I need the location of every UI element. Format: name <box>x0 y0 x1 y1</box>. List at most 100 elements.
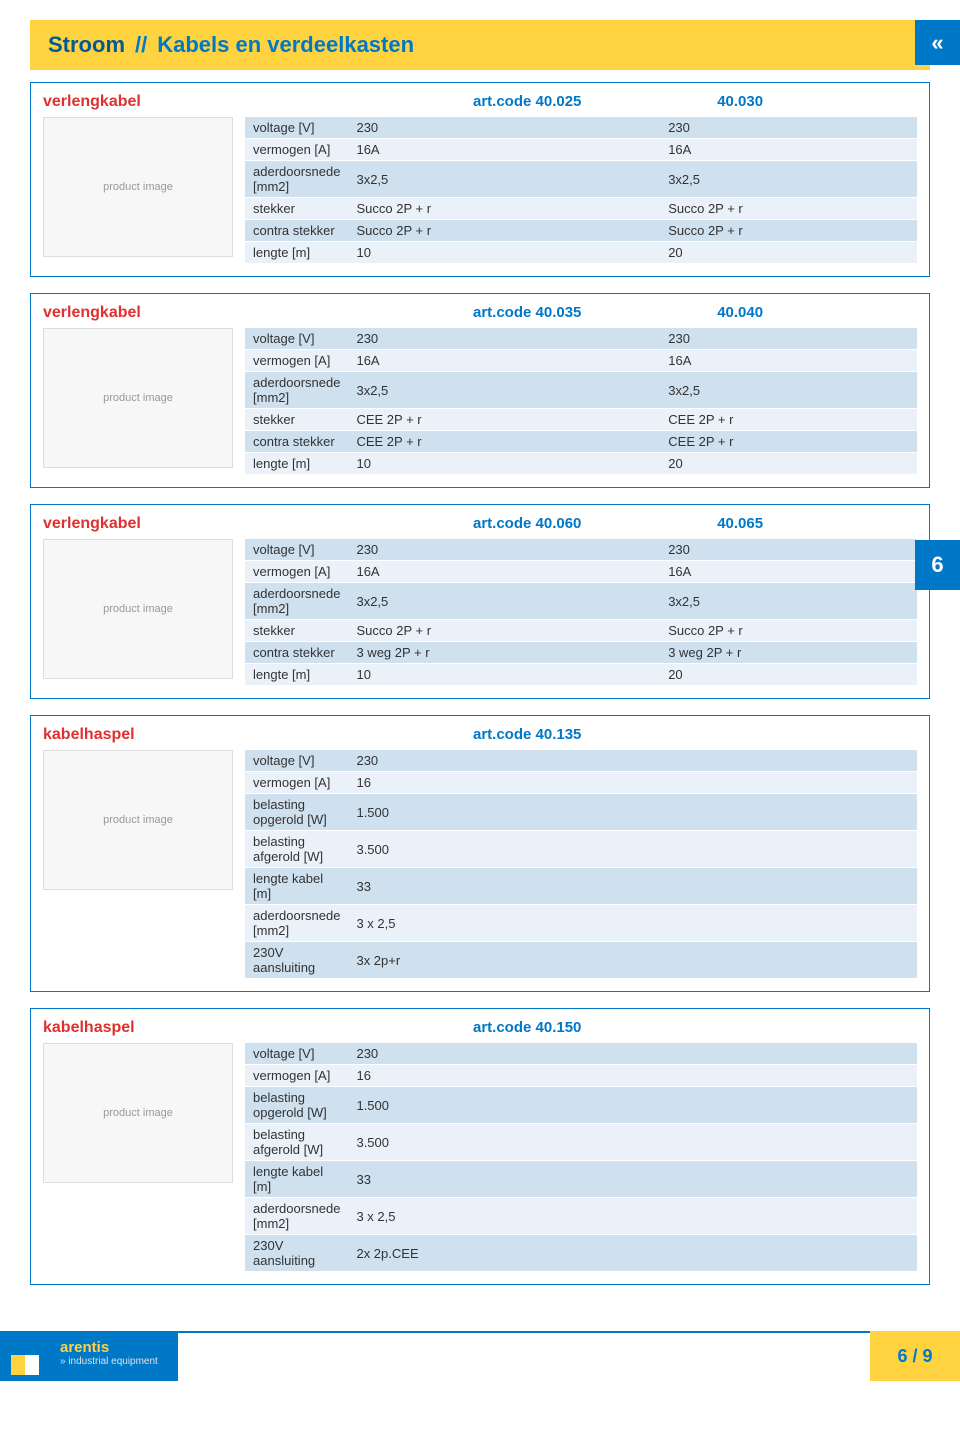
product-code: art.code 40.035 <box>473 304 717 322</box>
table-row: aderdoorsnede [mm2]3x2,53x2,5 <box>245 372 917 409</box>
spec-value: 3x2,5 <box>660 583 917 620</box>
spec-value: 2x 2p.CEE <box>348 1235 917 1272</box>
spec-value: 16A <box>348 139 660 161</box>
table-row: stekkerSucco 2P + rSucco 2P + r <box>245 198 917 220</box>
spec-value: 3 weg 2P + r <box>660 642 917 664</box>
table-row: belasting opgerold [W]1.500 <box>245 794 917 831</box>
table-row: stekkerCEE 2P + rCEE 2P + r <box>245 409 917 431</box>
spec-value: 16 <box>348 772 917 794</box>
spec-value: 16A <box>348 561 660 583</box>
product-title: kabelhaspel <box>43 1019 473 1037</box>
table-row: lengte kabel [m]33 <box>245 868 917 905</box>
spec-label: voltage [V] <box>245 117 348 139</box>
spec-label: vermogen [A] <box>245 1065 348 1087</box>
table-row: vermogen [A]16A16A <box>245 350 917 372</box>
back-nav-icon[interactable]: « <box>915 20 960 65</box>
table-row: vermogen [A]16A16A <box>245 561 917 583</box>
spec-value: Succo 2P + r <box>660 198 917 220</box>
product-code: art.code 40.135 <box>473 726 917 744</box>
table-row: lengte [m]1020 <box>245 453 917 475</box>
spec-value: 20 <box>660 664 917 686</box>
product-title: verlengkabel <box>43 515 473 533</box>
chapter-tab[interactable]: 6 <box>915 540 960 590</box>
spec-value: 230 <box>348 539 660 561</box>
spec-value: Succo 2P + r <box>348 620 660 642</box>
spec-value: 3x2,5 <box>348 161 660 198</box>
header-category: Stroom <box>48 32 125 58</box>
table-row: lengte [m]1020 <box>245 242 917 264</box>
spec-value: 3x2,5 <box>348 583 660 620</box>
spec-value: 3x2,5 <box>348 372 660 409</box>
spec-label: belasting afgerold [W] <box>245 831 348 868</box>
spec-value: 10 <box>348 453 660 475</box>
spec-value: CEE 2P + r <box>660 409 917 431</box>
spec-value: 16A <box>348 350 660 372</box>
product-card: kabelhaspelart.code 40.135product imagev… <box>30 715 930 992</box>
spec-value: 230 <box>660 117 917 139</box>
page-header: Stroom // Kabels en verdeelkasten <box>30 20 930 70</box>
table-row: 230V aansluiting3x 2p+r <box>245 942 917 979</box>
product-code: art.code 40.025 <box>473 93 717 111</box>
spec-value: 230 <box>348 328 660 350</box>
spec-value: 33 <box>348 868 917 905</box>
table-row: voltage [V]230230 <box>245 117 917 139</box>
spec-value: 3 x 2,5 <box>348 905 917 942</box>
table-row: belasting opgerold [W]1.500 <box>245 1087 917 1124</box>
spec-value: 3 x 2,5 <box>348 1198 917 1235</box>
spec-value: Succo 2P + r <box>348 198 660 220</box>
spec-value: 230 <box>348 117 660 139</box>
spec-label: vermogen [A] <box>245 561 348 583</box>
spec-label: voltage [V] <box>245 750 348 772</box>
spec-value: Succo 2P + r <box>348 220 660 242</box>
table-row: stekkerSucco 2P + rSucco 2P + r <box>245 620 917 642</box>
footer-brand-tagline: » industrial equipment <box>60 1356 158 1367</box>
spec-value: 16A <box>660 350 917 372</box>
table-row: aderdoorsnede [mm2]3x2,53x2,5 <box>245 161 917 198</box>
table-row: voltage [V]230 <box>245 750 917 772</box>
product-image: product image <box>43 328 233 468</box>
table-row: voltage [V]230 <box>245 1043 917 1065</box>
spec-value: 33 <box>348 1161 917 1198</box>
spec-value: 20 <box>660 242 917 264</box>
table-row: 230V aansluiting2x 2p.CEE <box>245 1235 917 1272</box>
spec-table: voltage [V]230vermogen [A]16belasting op… <box>245 750 917 979</box>
spec-value: 3x2,5 <box>660 161 917 198</box>
product-card: verlengkabelart.code 40.03540.040product… <box>30 293 930 488</box>
product-image: product image <box>43 750 233 890</box>
spec-value: 230 <box>348 750 917 772</box>
table-row: contra stekkerSucco 2P + rSucco 2P + r <box>245 220 917 242</box>
spec-label: belasting opgerold [W] <box>245 794 348 831</box>
spec-label: lengte [m] <box>245 242 348 264</box>
spec-table: voltage [V]230vermogen [A]16belasting op… <box>245 1043 917 1272</box>
product-image: product image <box>43 117 233 257</box>
spec-label: vermogen [A] <box>245 139 348 161</box>
spec-label: stekker <box>245 198 348 220</box>
spec-value: 1.500 <box>348 794 917 831</box>
spec-table: voltage [V]230230vermogen [A]16A16Aaderd… <box>245 539 917 686</box>
spec-value: 3x2,5 <box>660 372 917 409</box>
table-row: belasting afgerold [W]3.500 <box>245 831 917 868</box>
products-list: verlengkabelart.code 40.02540.030product… <box>30 82 930 1285</box>
spec-value: 230 <box>660 539 917 561</box>
spec-label: 230V aansluiting <box>245 1235 348 1272</box>
spec-value: 3.500 <box>348 831 917 868</box>
spec-value: 1.500 <box>348 1087 917 1124</box>
spec-table: voltage [V]230230vermogen [A]16A16Aaderd… <box>245 328 917 475</box>
product-code: art.code 40.150 <box>473 1019 917 1037</box>
spec-label: lengte [m] <box>245 664 348 686</box>
table-row: contra stekker3 weg 2P + r3 weg 2P + r <box>245 642 917 664</box>
page-footer: arentis » industrial equipment 6 / 9 <box>0 1331 960 1381</box>
spec-label: contra stekker <box>245 642 348 664</box>
footer-brand-name: arentis <box>60 1339 158 1356</box>
spec-label: aderdoorsnede [mm2] <box>245 161 348 198</box>
spec-label: vermogen [A] <box>245 772 348 794</box>
footer-page-number: 6 / 9 <box>870 1331 960 1381</box>
header-separator: // <box>135 32 147 58</box>
spec-value: CEE 2P + r <box>348 431 660 453</box>
spec-label: contra stekker <box>245 431 348 453</box>
spec-value: 3x 2p+r <box>348 942 917 979</box>
spec-label: aderdoorsnede [mm2] <box>245 372 348 409</box>
table-row: aderdoorsnede [mm2]3 x 2,5 <box>245 1198 917 1235</box>
spec-value: 230 <box>660 328 917 350</box>
spec-label: aderdoorsnede [mm2] <box>245 1198 348 1235</box>
